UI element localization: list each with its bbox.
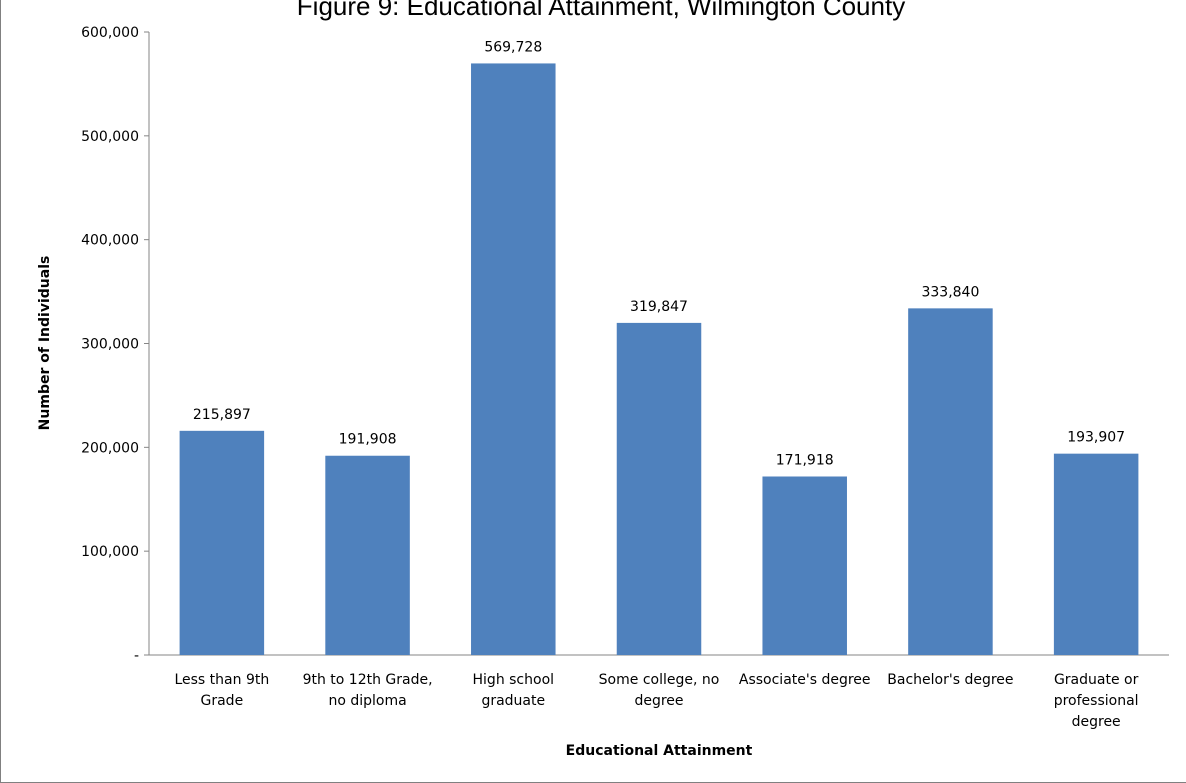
- bar-data-label: 333,840: [921, 284, 979, 300]
- x-tick-label: Graduate or professional degree: [1054, 672, 1139, 730]
- bar: [325, 455, 410, 655]
- bars: [179, 63, 1139, 655]
- bar-data-label: 191,908: [339, 432, 397, 448]
- bar-data-label: 215,897: [193, 407, 251, 423]
- bar-data-label: 193,907: [1067, 430, 1125, 446]
- bar: [1053, 453, 1139, 655]
- y-tick-label: 400,000: [81, 233, 139, 249]
- y-tick-label: 600,000: [81, 25, 139, 41]
- data-labels: 215,897 191,908 569,728 319,847 171,918 333,8…: [193, 39, 1125, 468]
- bar: [471, 63, 556, 655]
- y-axis-ticks: - 100,000 200,000 300,000 400,000 500,000 600,…: [81, 25, 149, 664]
- bar: [616, 322, 702, 655]
- y-tick-label: 500,000: [81, 129, 139, 145]
- bar: [179, 430, 265, 655]
- x-tick-label: Some college, no degree: [599, 672, 720, 709]
- x-tick-label: High school graduate: [473, 672, 555, 709]
- y-tick-label: -: [134, 648, 139, 664]
- y-tick-label: 300,000: [81, 337, 139, 353]
- bar-data-label: 569,728: [484, 39, 542, 55]
- y-axis-title: Number of Individuals: [37, 256, 53, 431]
- bar: [908, 308, 993, 655]
- x-tick-label: Less than 9th Grade: [174, 672, 269, 709]
- bar-data-label: 319,847: [630, 299, 688, 315]
- x-tick-label: Bachelor's degree: [887, 672, 1013, 688]
- bar-data-label: 171,918: [776, 452, 834, 468]
- x-tick-label: Associate's degree: [739, 672, 871, 688]
- x-axis-title: Educational Attainment: [566, 743, 753, 759]
- x-axis-category-labels: Less than 9th Grade 9th to 12th Grade, no d…: [174, 672, 1138, 730]
- y-tick-label: 200,000: [81, 440, 139, 456]
- x-tick-label: 9th to 12th Grade, no diploma: [303, 672, 433, 709]
- y-tick-label: 100,000: [81, 544, 139, 560]
- chart-title: Figure 9: Educational Attainment, Wilmin…: [297, 0, 905, 21]
- bar: [762, 476, 847, 655]
